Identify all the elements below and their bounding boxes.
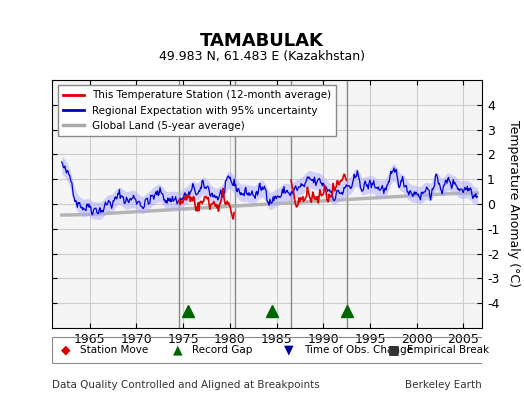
Text: Empirical Break: Empirical Break <box>407 345 489 355</box>
Text: ▼: ▼ <box>285 344 294 356</box>
Text: Time of Obs. Change: Time of Obs. Change <box>304 345 413 355</box>
Text: 49.983 N, 61.483 E (Kazakhstan): 49.983 N, 61.483 E (Kazakhstan) <box>159 50 365 63</box>
Y-axis label: Temperature Anomaly (°C): Temperature Anomaly (°C) <box>507 120 520 288</box>
Text: ■: ■ <box>388 344 399 356</box>
Text: ▲: ▲ <box>173 344 182 356</box>
Text: TAMABULAK: TAMABULAK <box>200 32 324 50</box>
Text: ◆: ◆ <box>61 344 71 356</box>
Text: Berkeley Earth: Berkeley Earth <box>406 380 482 390</box>
Legend: This Temperature Station (12-month average), Regional Expectation with 95% uncer: This Temperature Station (12-month avera… <box>58 85 336 136</box>
Text: Record Gap: Record Gap <box>192 345 253 355</box>
Text: Station Move: Station Move <box>80 345 149 355</box>
Text: Data Quality Controlled and Aligned at Breakpoints: Data Quality Controlled and Aligned at B… <box>52 380 320 390</box>
